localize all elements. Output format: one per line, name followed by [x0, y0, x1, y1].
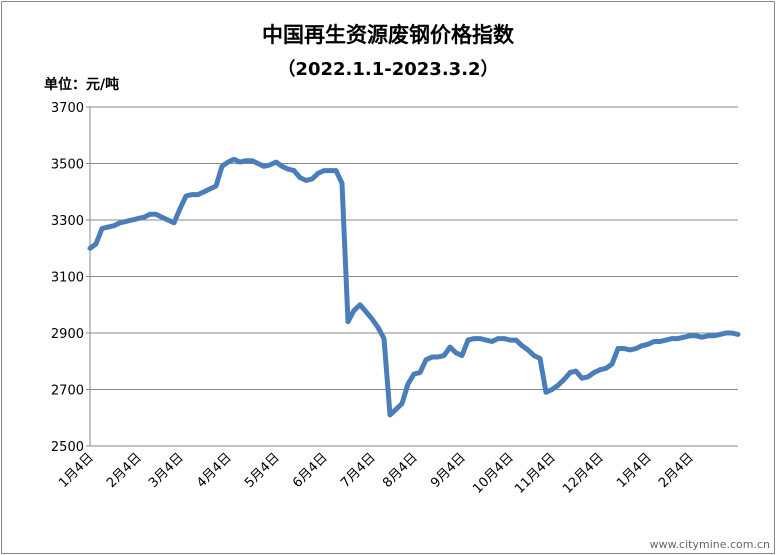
chart-subtitle: （2022.1.1-2023.3.2）	[277, 59, 498, 80]
y-tick-label: 3700	[51, 101, 84, 116]
y-tick-label: 3100	[51, 271, 84, 286]
y-tick-label: 3500	[51, 158, 84, 173]
watermark: www.citymine.com.cn	[650, 538, 770, 551]
y-tick-label: 3300	[51, 214, 84, 229]
unit-label: 单位：元/吨	[44, 76, 119, 93]
y-tick-label: 2500	[51, 440, 84, 455]
chart-title: 中国再生资源废钢价格指数	[262, 23, 515, 47]
series-line	[87, 156, 741, 418]
y-tick-label: 2700	[51, 384, 84, 399]
y-tick-label: 2900	[51, 327, 84, 342]
